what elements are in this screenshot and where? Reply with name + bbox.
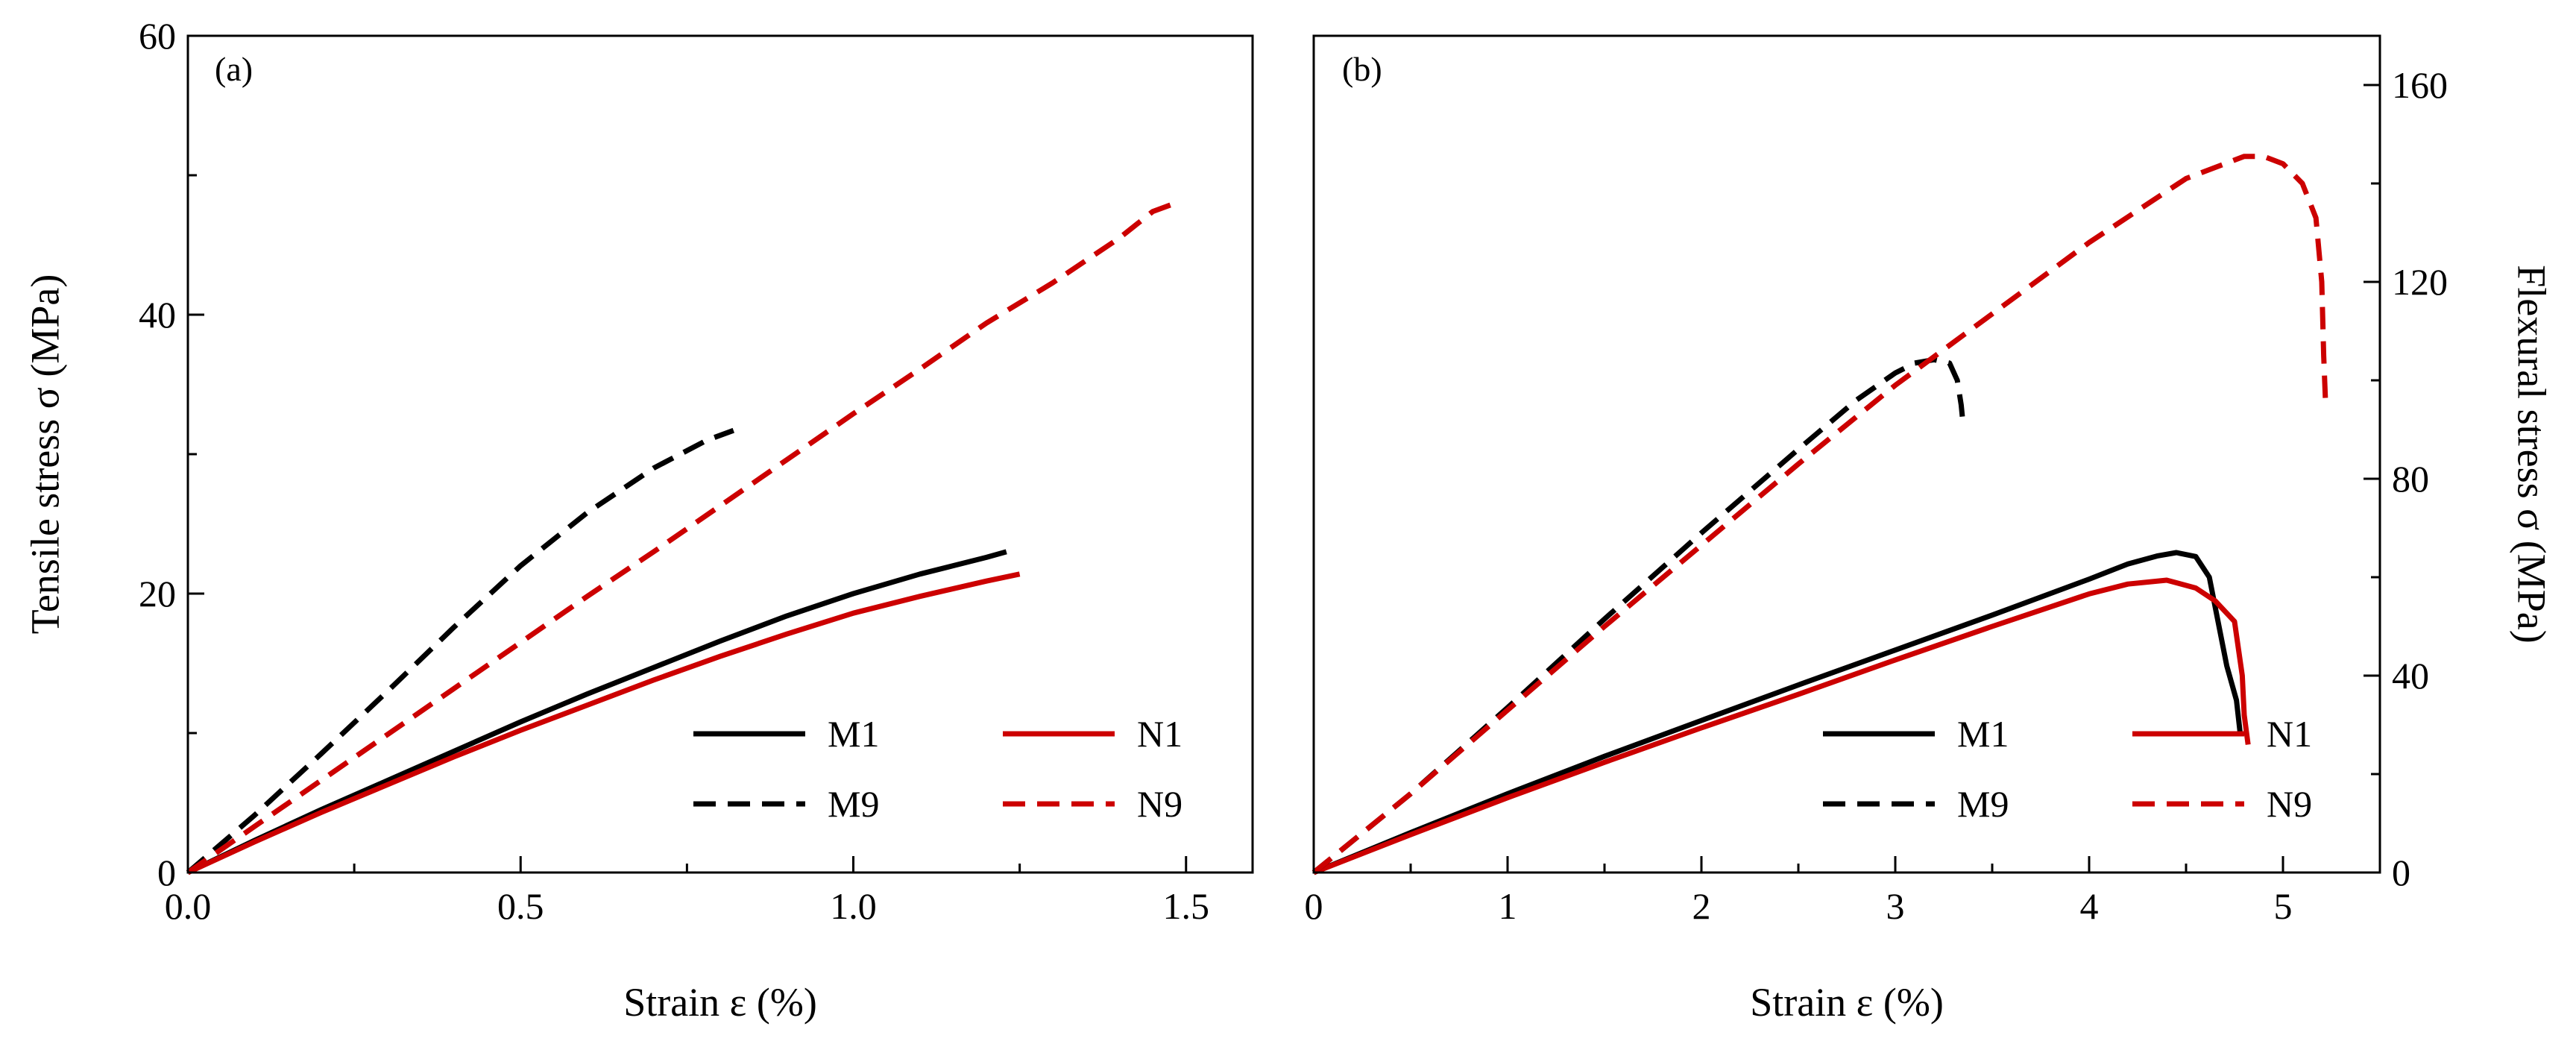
y-tick-label: 0 bbox=[157, 852, 176, 893]
x-tick-label: 3 bbox=[1886, 885, 1905, 927]
y-axis-title: Tensile stress σ (MPa) bbox=[22, 274, 67, 635]
x-tick-label: 2 bbox=[1692, 885, 1711, 927]
legend-label-m9: M9 bbox=[828, 783, 879, 825]
series-line-n9 bbox=[186, 199, 1181, 875]
legend: M1 N1 M9 N9 bbox=[693, 713, 1182, 825]
y-tick-label: 80 bbox=[2392, 458, 2429, 500]
legend: M1 N1 M9 N9 bbox=[1823, 713, 2312, 825]
y-tick-label: 40 bbox=[139, 294, 176, 336]
legend-label-m1: M1 bbox=[828, 713, 879, 755]
series-line-m1 bbox=[186, 549, 1007, 875]
y-tick-label: 40 bbox=[2392, 655, 2429, 697]
x-tick-label: 1.0 bbox=[830, 885, 877, 927]
legend-label-m1: M1 bbox=[1957, 713, 2009, 755]
x-tick-label: 4 bbox=[2080, 885, 2099, 927]
x-axis-title: Strain ε (%) bbox=[623, 980, 817, 1025]
y-tick-label: 0 bbox=[2392, 852, 2410, 893]
series-group bbox=[186, 199, 1181, 875]
panel-b: 0 1 2 3 4 5 0 40 80 120 160 Strain ε (%) Flexural st… bbox=[1305, 34, 2554, 1025]
series-group bbox=[1311, 154, 2328, 875]
series-line-n1 bbox=[186, 571, 1021, 875]
legend-label-n1: N1 bbox=[1137, 713, 1182, 755]
x-tick-label: 5 bbox=[2274, 885, 2293, 927]
x-tick-label: 1 bbox=[1499, 885, 1517, 927]
panel-a: 0.0 0.5 1.0 1.5 0 20 40 60 Strain ε (%) Tensile s… bbox=[22, 15, 1254, 1025]
series-line-n1 bbox=[1312, 577, 2251, 875]
x-tick-label: 1.5 bbox=[1163, 885, 1210, 927]
legend-label-m9: M9 bbox=[1957, 783, 2009, 825]
y-tick-label: 120 bbox=[2392, 261, 2448, 303]
series-line-m1 bbox=[1312, 550, 2243, 875]
panel-label: (a) bbox=[215, 50, 253, 88]
x-axis-title: Strain ε (%) bbox=[1750, 980, 1944, 1025]
legend-label-n9: N9 bbox=[1137, 783, 1182, 825]
panel-label: (b) bbox=[1342, 50, 1382, 88]
y-axis-title: Flexural stress σ (MPa) bbox=[2510, 265, 2554, 644]
x-tick-label: 0 bbox=[1305, 885, 1323, 927]
plot-frame bbox=[1312, 34, 2381, 874]
x-tick-label: 0.5 bbox=[497, 885, 544, 927]
series-line-n9 bbox=[1311, 154, 2328, 875]
legend-label-n9: N9 bbox=[2267, 783, 2312, 825]
legend-label-n1: N1 bbox=[2267, 713, 2312, 755]
y-tick-label: 160 bbox=[2392, 64, 2448, 106]
x-tick-label: 0.0 bbox=[165, 885, 212, 927]
y-tick-label: 60 bbox=[139, 15, 176, 57]
y-tick-label: 20 bbox=[139, 573, 176, 614]
